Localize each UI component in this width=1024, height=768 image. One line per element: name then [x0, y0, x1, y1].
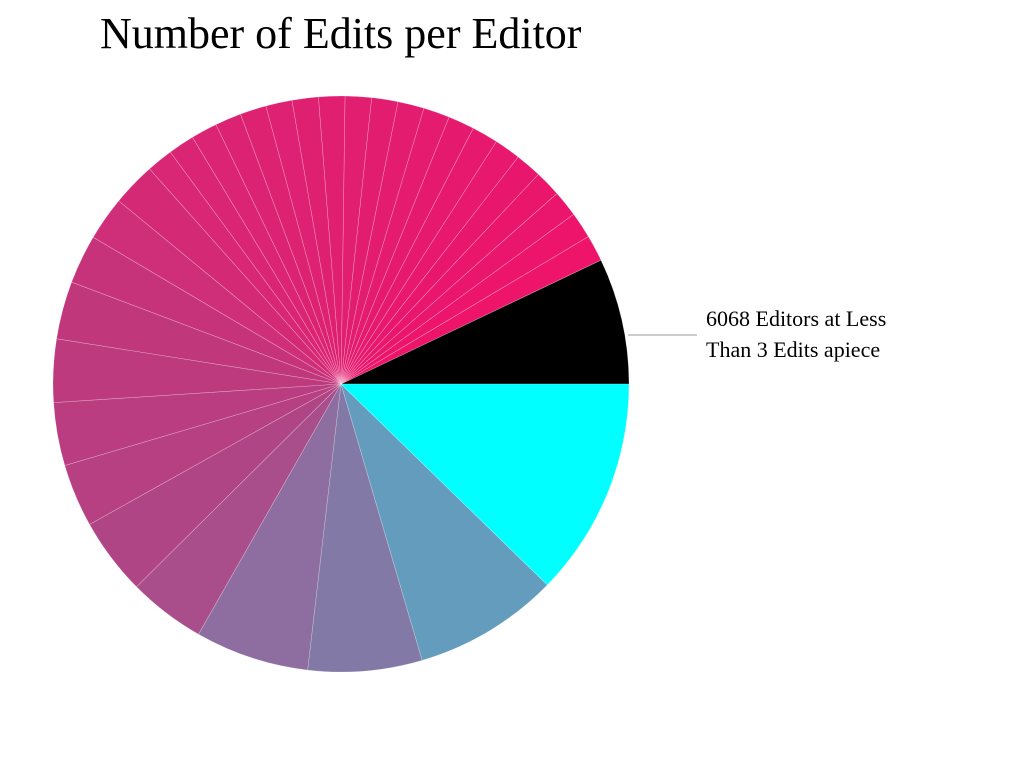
pie-slices — [52, 95, 630, 673]
pie-slice-12 — [340, 95, 372, 385]
pie-slice-4 — [340, 173, 558, 385]
pie-slice-6 — [340, 141, 519, 385]
pie-slice-33 — [340, 383, 630, 586]
pie-slice-32 — [340, 382, 548, 661]
slice-annotation: 6068 Editors at Less Than 3 Edits apiece — [706, 303, 926, 365]
pie-slice-16 — [240, 105, 342, 385]
pie-slice-14 — [291, 96, 342, 385]
pie-slice-29 — [136, 383, 342, 635]
pie-slice-7 — [340, 127, 497, 385]
pie-slice-2 — [340, 213, 589, 385]
pie-slice-22 — [92, 200, 342, 385]
pie-slice-28 — [89, 383, 342, 588]
pie-slice-17 — [215, 113, 342, 385]
pie-slice-25 — [52, 338, 342, 403]
pie-slice-11 — [340, 97, 399, 385]
pie-slice-13 — [318, 95, 346, 385]
pie-slice-24 — [56, 281, 342, 385]
pie-slice-5 — [340, 156, 539, 385]
pie-slice-23 — [71, 236, 342, 385]
pie-slice-3 — [340, 193, 575, 385]
pie-slice-15 — [265, 99, 342, 385]
pie-slice-8 — [340, 116, 474, 385]
pie-slice-30 — [198, 383, 342, 671]
pie-slice-20 — [149, 151, 342, 385]
pie-slice-26 — [53, 383, 342, 466]
pie-slice-21 — [118, 168, 342, 385]
pie-slice-9 — [340, 107, 450, 385]
chart-title: Number of Edits per Editor — [100, 9, 582, 58]
pie-slice-10 — [340, 101, 425, 385]
pie-slice-27 — [64, 383, 342, 525]
pie-slice-19 — [169, 136, 342, 385]
pie-slice-0 — [340, 259, 630, 385]
annotation-line-2: Than 3 Edits apiece — [706, 337, 881, 362]
annotation-line-1: 6068 Editors at Less — [706, 306, 887, 331]
pie-slice-18 — [191, 124, 342, 385]
pie-slice-1 — [340, 236, 602, 385]
pie-slice-31 — [307, 383, 423, 673]
